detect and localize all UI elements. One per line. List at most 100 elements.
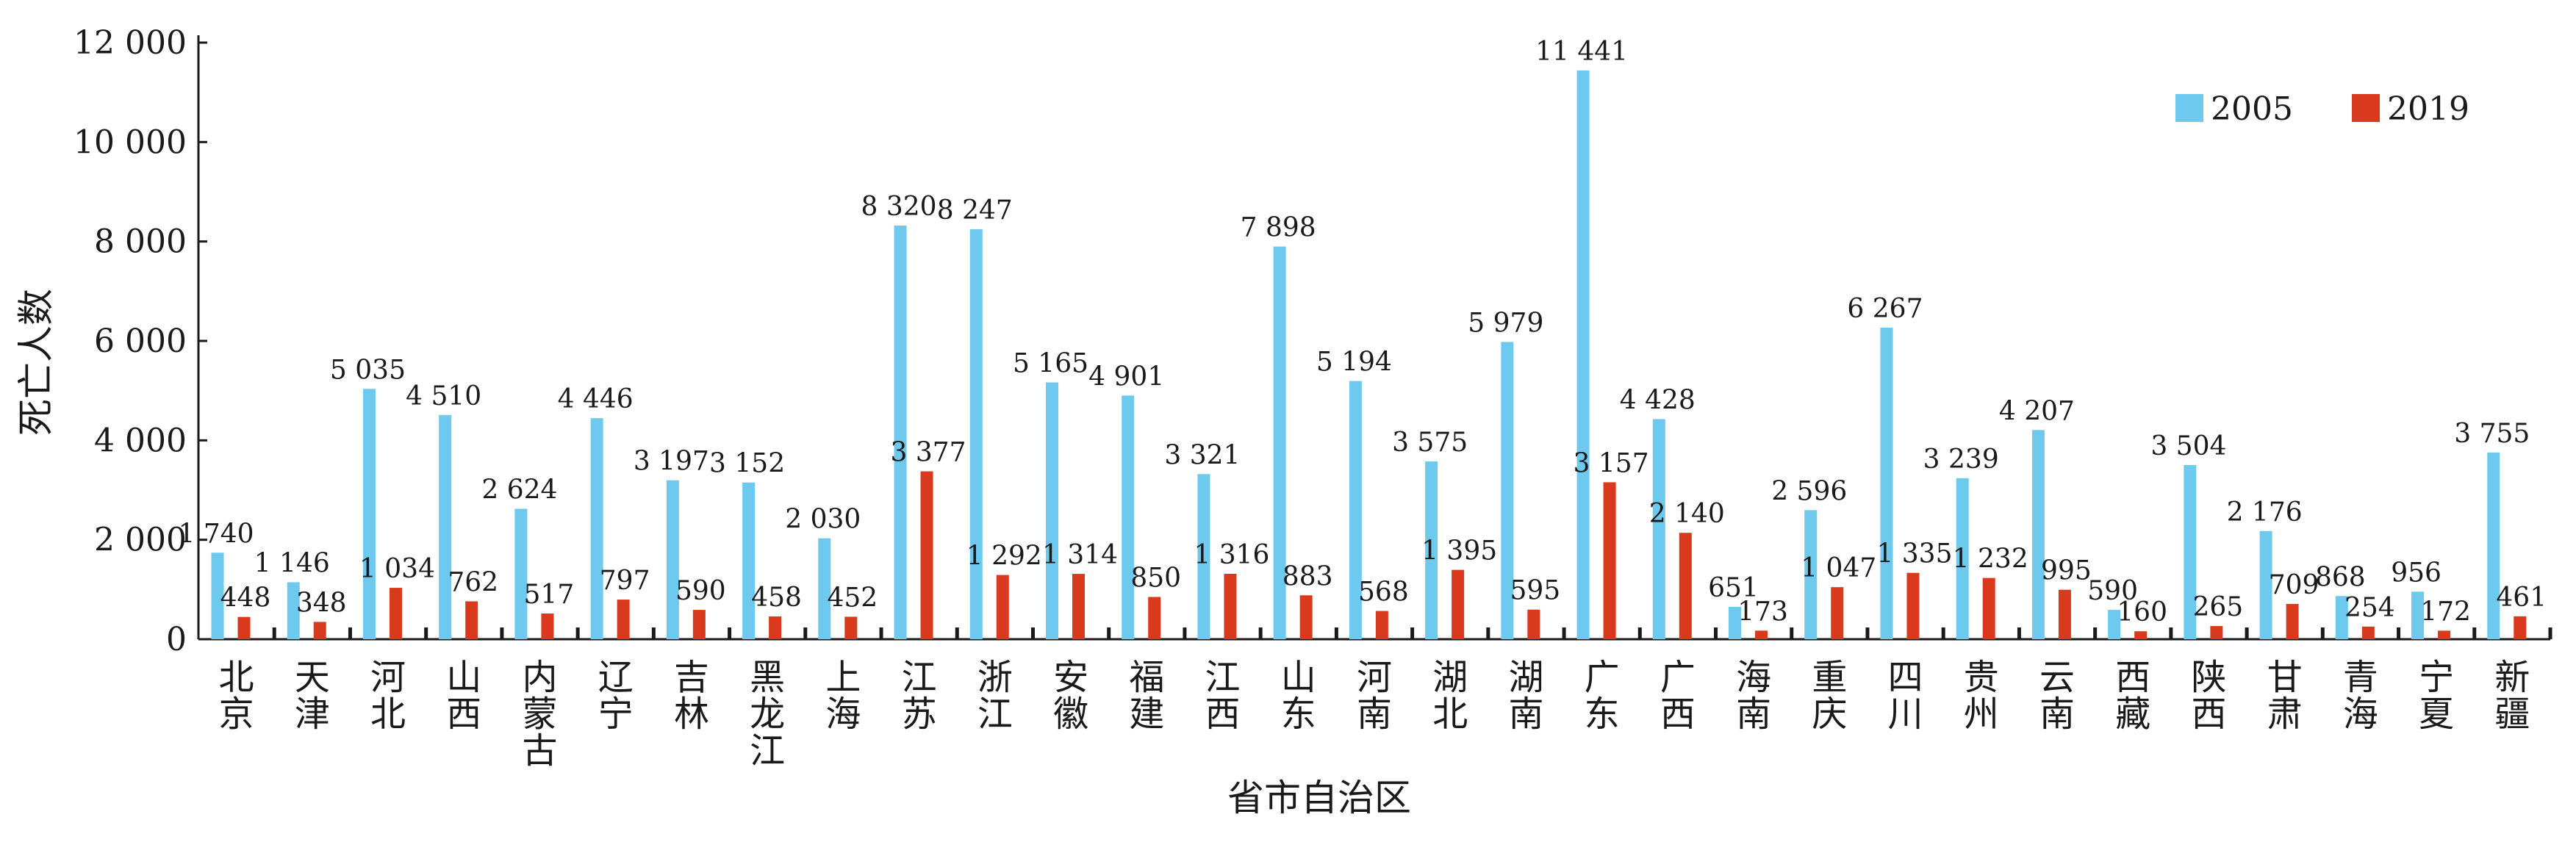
data-label-2019-云南: 995 (2041, 556, 2092, 586)
y-tick-label: 10 000 (73, 123, 187, 161)
x-category-label-char: 山 (1281, 657, 1316, 698)
bar-2019-山西 (465, 601, 478, 639)
data-label-2005-内蒙古: 2 624 (481, 475, 557, 505)
data-label-2019-山西: 762 (448, 567, 498, 597)
data-label-2005-四川: 6 267 (1847, 294, 1923, 324)
x-category-label-char: 海 (825, 694, 861, 735)
bar-2019-浙江 (996, 575, 1009, 639)
data-label-2019-黑龙江: 458 (751, 583, 802, 613)
data-label-2019-四川: 1 335 (1876, 539, 1952, 569)
x-category-label-char: 上 (825, 657, 861, 698)
x-category-label-char: 安 (1053, 657, 1088, 698)
bar-2005-青海 (2335, 596, 2348, 639)
x-category-label-char: 蒙 (523, 694, 558, 735)
x-category-label-char: 海 (1736, 657, 1771, 698)
bars (211, 70, 2527, 640)
bar-2005-天津 (287, 582, 300, 639)
x-category-label-char: 东 (1281, 694, 1316, 735)
bar-2019-江西 (1224, 573, 1237, 639)
x-category-label-char: 陕 (2191, 657, 2226, 698)
data-label-2019-新疆: 461 (2496, 583, 2547, 613)
bar-2019-北京 (237, 616, 251, 639)
bar-2005-北京 (211, 553, 224, 639)
bar-2005-海南 (1729, 606, 1742, 639)
legend: 2005 2019 (2175, 90, 2469, 128)
data-label-2019-吉林: 590 (675, 576, 726, 606)
x-category-label-char: 疆 (2494, 694, 2530, 735)
bar-2005-贵州 (1956, 478, 1969, 639)
legend-label-2005: 2005 (2211, 90, 2293, 128)
data-label-2005-福建: 4 901 (1088, 361, 1164, 392)
bar-2005-福建 (1122, 395, 1135, 639)
x-axis-title: 省市自治区 (1227, 777, 1411, 819)
bar-2005-内蒙古 (514, 508, 528, 639)
x-category-label-char: 湖 (1432, 657, 1468, 698)
x-category-label-char: 江 (750, 730, 785, 771)
bar-2019-宁夏 (2438, 630, 2451, 639)
bar-2019-辽宁 (617, 600, 630, 639)
data-label-2019-安徽: 1 314 (1042, 540, 1118, 570)
data-label-2019-山东: 883 (1282, 561, 1333, 591)
data-label-2019-辽宁: 797 (600, 566, 650, 596)
x-category-label-char: 建 (1129, 694, 1164, 735)
bar-2019-江苏 (920, 471, 933, 639)
bar-2019-广东 (1603, 482, 1616, 639)
y-tick-label: 12 000 (73, 24, 187, 62)
x-category-label-char: 南 (1736, 694, 1771, 735)
x-category-label-char: 夏 (2419, 694, 2454, 735)
data-label-2019-甘肃: 709 (2269, 570, 2320, 600)
bar-2019-新疆 (2514, 616, 2527, 639)
data-label-2005-北京: 1 740 (178, 519, 254, 549)
data-label-2019-北京: 448 (220, 583, 271, 613)
x-category-label-char: 四 (1888, 657, 1923, 698)
bar-2005-河南 (1349, 381, 1362, 639)
data-label-2019-广东: 3 157 (1574, 448, 1649, 478)
x-category-label-char: 南 (1508, 694, 1543, 735)
bar-2019-天津 (313, 622, 326, 639)
bar-2005-吉林 (666, 480, 679, 639)
data-label-2005-吉林: 3 197 (634, 447, 709, 477)
data-label-2019-江苏: 3 377 (891, 437, 966, 467)
data-label-2005-天津: 1 146 (254, 548, 330, 578)
legend-swatch-2019 (2352, 94, 2380, 122)
x-category-label-char: 古 (523, 730, 558, 771)
bar-2019-山东 (1299, 595, 1313, 639)
x-category-label-char: 苏 (902, 694, 937, 735)
data-label-2005-浙江: 8 247 (937, 195, 1013, 226)
data-label-2005-安徽: 5 165 (1013, 349, 1088, 379)
bar-2019-广西 (1679, 533, 1692, 639)
x-category-label-char: 云 (2039, 657, 2075, 698)
y-tick-label: 0 (166, 621, 187, 658)
bar-2019-安徽 (1072, 574, 1085, 639)
bar-2005-河北 (362, 389, 376, 639)
x-category-label-char: 西 (1660, 694, 1696, 735)
bar-2019-海南 (1755, 630, 1768, 639)
data-label-2005-山西: 4 510 (406, 381, 481, 411)
data-label-2019-湖北: 1 395 (1421, 536, 1497, 566)
bar-2005-辽宁 (590, 418, 603, 639)
bar-2019-福建 (1148, 597, 1161, 639)
legend-swatch-2005 (2175, 94, 2203, 122)
bar-2005-山东 (1273, 246, 1286, 639)
x-category-label-char: 甘 (2267, 657, 2303, 698)
x-category-label-char: 西 (1205, 694, 1241, 735)
x-category-labels: 北京天津河北山西内蒙古辽宁吉林黑龙江上海江苏浙江安徽福建江西山东河南湖北湖南广东… (219, 657, 2530, 771)
data-label-2019-陕西: 265 (2193, 592, 2244, 622)
legend-label-2019: 2019 (2387, 90, 2469, 128)
bar-2005-西藏 (2108, 610, 2121, 639)
x-category-label-char: 新 (2494, 657, 2530, 698)
data-label-2019-广西: 2 140 (1649, 499, 1725, 529)
data-label-2005-陕西: 3 504 (2150, 431, 2226, 461)
data-label-2005-云南: 4 207 (1999, 396, 2075, 426)
x-category-label-char: 黑 (750, 657, 785, 698)
x-category-label-char: 北 (370, 694, 406, 735)
y-tick-label: 4 000 (94, 422, 187, 459)
data-labels: 1 740 448 1 146 348 5 035 1 034 4 510 762 2 624 5… (178, 37, 2547, 627)
x-category-label-char: 吉 (674, 657, 709, 698)
x-category-label-char: 宁 (2419, 657, 2454, 698)
y-axis-title: 死亡人数 (15, 289, 57, 436)
x-category-label-char: 江 (977, 694, 1013, 735)
bar-2005-安徽 (1045, 382, 1058, 639)
data-label-2005-辽宁: 4 446 (558, 384, 634, 414)
